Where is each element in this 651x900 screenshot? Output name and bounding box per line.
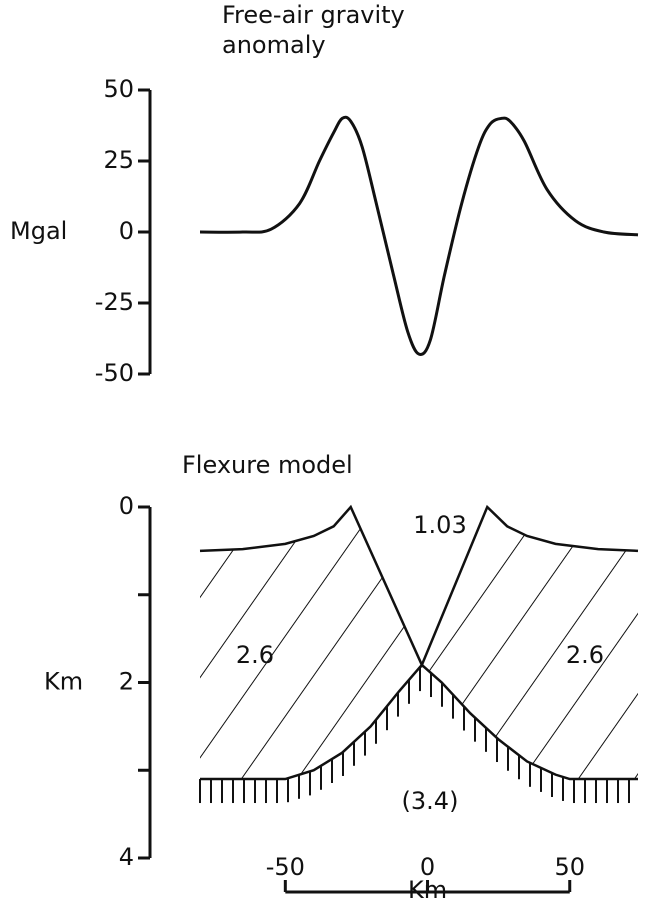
x-tick-label: 0 (420, 853, 435, 881)
y-tick-label: 0 (119, 492, 134, 520)
region-label: (3.4) (402, 787, 459, 815)
y-tick-label: 50 (103, 75, 134, 103)
chart-title: Flexure model (182, 451, 353, 479)
chart-title: anomaly (222, 31, 326, 59)
y-tick-label: 2 (119, 668, 134, 696)
region-label: 1.03 (413, 511, 466, 539)
y-tick-label: 25 (103, 146, 134, 174)
region-label: 2.6 (236, 641, 274, 669)
y-axis-label: Mgal (10, 217, 67, 245)
y-tick-label: 0 (119, 217, 134, 245)
anomaly-line (199, 115, 639, 356)
x-axis-label: Km (408, 876, 447, 900)
x-tick-label: 50 (554, 853, 585, 881)
y-tick-label: 4 (119, 843, 134, 871)
x-tick-label: -50 (266, 853, 305, 881)
chart-title: Free-air gravity (222, 1, 405, 29)
y-tick-label: -50 (95, 359, 134, 387)
region-label: 2.6 (566, 641, 604, 669)
y-axis-label: Km (44, 668, 83, 696)
y-tick-label: -25 (95, 288, 134, 316)
